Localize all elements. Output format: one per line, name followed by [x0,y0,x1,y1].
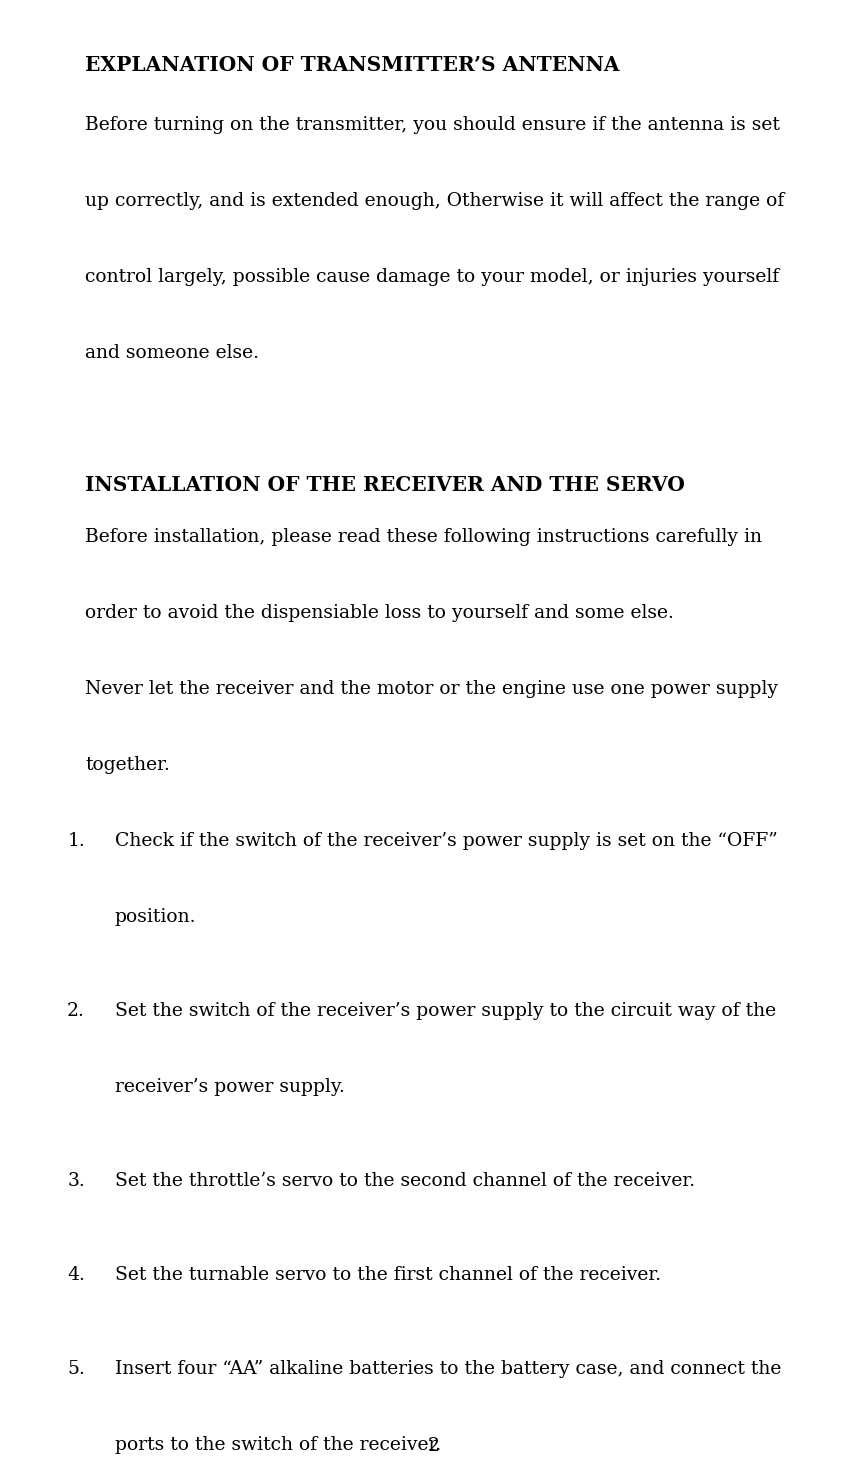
Text: Before turning on the transmitter, you should ensure if the antenna is set: Before turning on the transmitter, you s… [85,117,779,134]
Text: 2.: 2. [67,1002,85,1021]
Text: Never let the receiver and the motor or the engine use one power supply: Never let the receiver and the motor or … [85,680,778,698]
Text: position.: position. [115,909,196,926]
Text: 3.: 3. [67,1173,85,1190]
Text: INSTALLATION OF THE RECEIVER AND THE SERVO: INSTALLATION OF THE RECEIVER AND THE SER… [85,475,685,494]
Text: together.: together. [85,757,170,774]
Text: ports to the switch of the receiver.: ports to the switch of the receiver. [115,1437,441,1454]
Text: control largely, possible cause damage to your model, or injuries yourself: control largely, possible cause damage t… [85,268,779,286]
Text: and someone else.: and someone else. [85,344,259,361]
Text: Insert four “AA” alkaline batteries to the battery case, and connect the: Insert four “AA” alkaline batteries to t… [115,1360,781,1378]
Text: 4.: 4. [67,1266,85,1285]
Text: EXPLANATION OF TRANSMITTER’S ANTENNA: EXPLANATION OF TRANSMITTER’S ANTENNA [85,55,620,75]
Text: Before installation, please read these following instructions carefully in: Before installation, please read these f… [85,528,762,546]
Text: 5.: 5. [67,1360,85,1378]
Text: 2: 2 [428,1437,440,1454]
Text: 1.: 1. [67,832,85,850]
Text: Set the switch of the receiver’s power supply to the circuit way of the: Set the switch of the receiver’s power s… [115,1002,776,1021]
Text: Set the turnable servo to the first channel of the receiver.: Set the turnable servo to the first chan… [115,1266,661,1285]
Text: receiver’s power supply.: receiver’s power supply. [115,1078,345,1096]
Text: Check if the switch of the receiver’s power supply is set on the “OFF”: Check if the switch of the receiver’s po… [115,832,778,850]
Text: up correctly, and is extended enough, Otherwise it will affect the range of: up correctly, and is extended enough, Ot… [85,192,785,209]
Text: order to avoid the dispensiable loss to yourself and some else.: order to avoid the dispensiable loss to … [85,603,674,622]
Text: Set the throttle’s servo to the second channel of the receiver.: Set the throttle’s servo to the second c… [115,1173,695,1190]
